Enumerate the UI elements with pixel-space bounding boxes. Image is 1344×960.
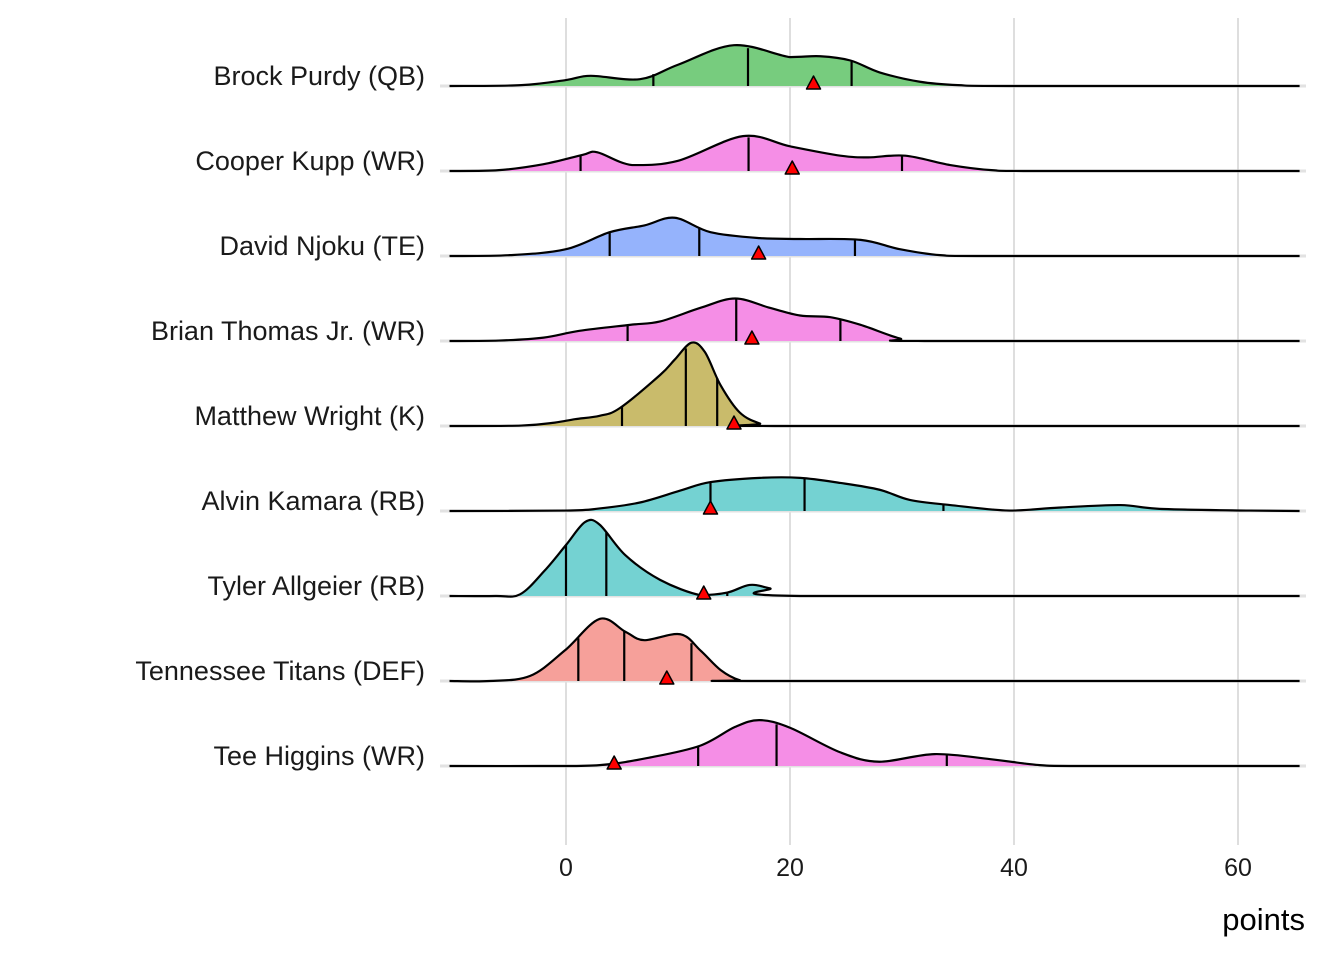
x-tick-label: 20 (776, 854, 804, 882)
marker-triangle (726, 415, 742, 430)
density-area (449, 477, 1300, 511)
y-label: Brian Thomas Jr. (WR) (151, 316, 425, 346)
density-curve (449, 518, 1300, 598)
density-area (449, 217, 1300, 256)
marker-triangle (750, 245, 767, 260)
ridge-6 (449, 518, 1300, 600)
density-curve (449, 341, 1300, 428)
marker-triangle (696, 585, 712, 600)
density-area (449, 342, 1300, 426)
x-axis-title: points (1222, 902, 1305, 937)
ridge-7 (449, 617, 1300, 685)
density-area (449, 618, 1300, 682)
ridge-5 (449, 476, 1300, 515)
x-tick-label: 40 (1000, 854, 1028, 882)
marker-triangle (805, 75, 822, 90)
ridges (449, 44, 1300, 770)
y-label: Alvin Kamara (RB) (201, 486, 425, 516)
density-area (449, 135, 1300, 171)
marker-triangle (784, 160, 800, 175)
density-curve (449, 617, 1300, 683)
density-area (449, 298, 1300, 341)
ridge-1 (449, 134, 1300, 175)
y-label: David Njoku (TE) (219, 231, 425, 261)
x-tick-label: 60 (1224, 854, 1252, 882)
y-axis-labels: Brock Purdy (QB) Cooper Kupp (WR) David Nj… (135, 61, 425, 771)
ridge-0 (449, 44, 1300, 90)
density-curve (449, 216, 1300, 258)
y-label: Matthew Wright (K) (194, 401, 425, 431)
y-label: Tyler Allgeier (RB) (207, 571, 425, 601)
marker-triangle (659, 670, 675, 685)
marker-triangle (702, 500, 719, 515)
y-label: Cooper Kupp (WR) (195, 146, 425, 176)
y-label: Tee Higgins (WR) (213, 741, 425, 771)
ridge-8 (449, 718, 1300, 770)
density-area (449, 45, 1300, 86)
ridge-4 (449, 341, 1300, 430)
density-area (449, 519, 1300, 597)
density-curve (449, 44, 1300, 88)
y-label: Tennessee Titans (DEF) (135, 656, 425, 686)
density-area (449, 720, 1300, 767)
density-curve (449, 476, 1300, 513)
y-label: Brock Purdy (QB) (213, 61, 425, 91)
density-curve (449, 718, 1300, 768)
marker-triangle (744, 330, 760, 345)
marker-triangle (606, 755, 622, 770)
density-curve (449, 134, 1300, 173)
density-curve (449, 297, 1300, 343)
grid (440, 18, 1306, 845)
x-tick-label: 0 (559, 854, 573, 882)
ridge-2 (449, 216, 1300, 260)
x-axis-ticks: 0 20 40 60 (559, 854, 1252, 882)
ridge-3 (449, 297, 1300, 345)
